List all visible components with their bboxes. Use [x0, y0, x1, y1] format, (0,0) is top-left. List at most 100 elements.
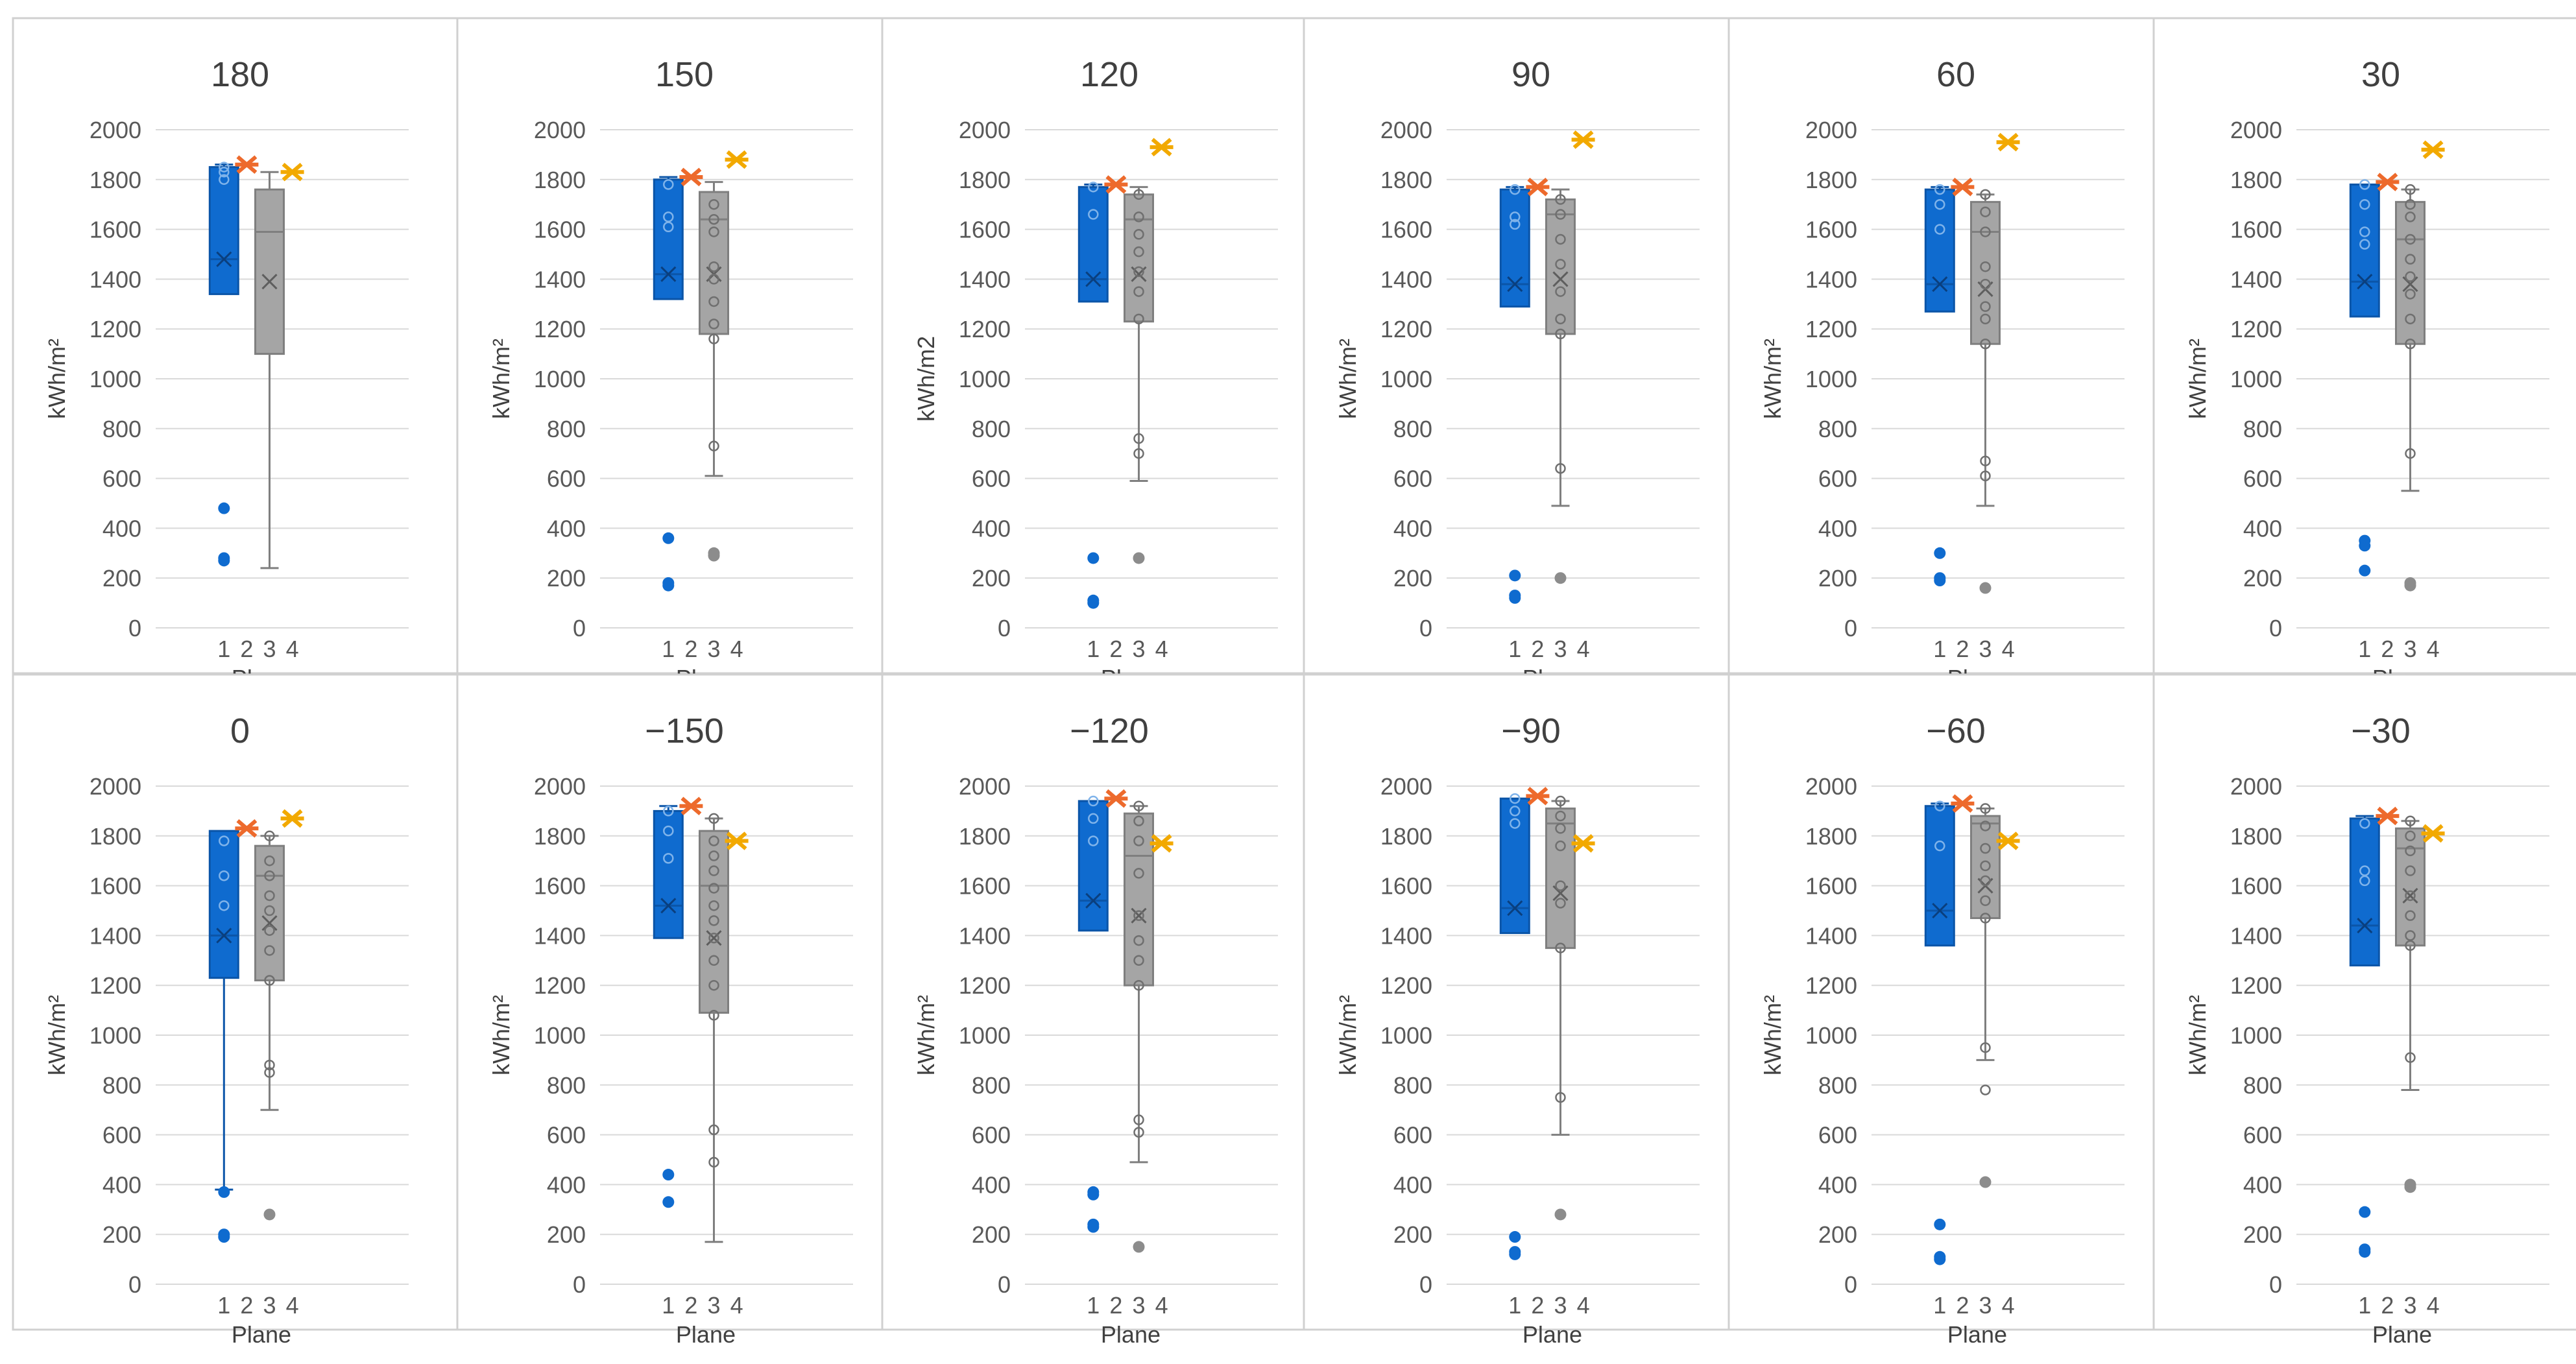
data-point-marker: [1133, 433, 1144, 444]
x-tick-label: 2: [1109, 1292, 1122, 1319]
data-point-marker: [1555, 233, 1566, 245]
box-body: [1970, 200, 2001, 345]
outlier-point: [2359, 1206, 2371, 1218]
star-plane-4: [1150, 138, 1174, 157]
star-stroke-d2: [1105, 175, 1127, 194]
data-point-marker: [708, 274, 719, 285]
x-tick-label: 1: [2358, 1292, 2371, 1319]
y-tick-label: 600: [2243, 466, 2282, 492]
y-tick-label: 2000: [2230, 773, 2282, 800]
data-point-marker: [264, 925, 275, 936]
data-point-marker: [1980, 206, 1991, 217]
outlier-point: [1934, 1218, 1946, 1230]
x-tick-label: 1: [1087, 636, 1100, 662]
box-plane-1: [2349, 815, 2380, 1258]
y-tick-label: 800: [972, 1072, 1011, 1099]
y-tick-label: 800: [1393, 1072, 1432, 1099]
data-point-marker: [1980, 278, 1991, 290]
y-tick-label: 400: [547, 1171, 586, 1198]
outlier-point: [708, 549, 720, 562]
data-point-marker: [1980, 803, 1991, 814]
panel-border: [1727, 673, 2155, 1331]
x-tick-label: 2: [1109, 636, 1122, 662]
mean-marker-b: [261, 274, 278, 290]
data-point-marker: [219, 174, 230, 185]
x-tick-label: 1: [1508, 1292, 1521, 1319]
data-point-marker: [708, 1124, 719, 1136]
data-point-marker: [264, 870, 275, 881]
y-tick-label: 0: [573, 1271, 586, 1298]
data-point-marker: [708, 261, 719, 272]
data-point-marker: [2405, 313, 2416, 325]
data-point-marker: [1980, 470, 1991, 482]
y-tick-label: 1800: [534, 167, 586, 193]
data-point-marker: [1555, 942, 1566, 953]
data-point-marker: [708, 440, 719, 451]
box-plane-1: [1077, 182, 1109, 609]
y-tick-label: 1000: [1805, 366, 1857, 392]
star-stroke-d2: [1952, 794, 1973, 813]
mean-marker-b: [1507, 900, 1523, 916]
x-tick-label: 3: [1554, 1292, 1567, 1319]
y-tick-label: 200: [547, 565, 586, 592]
data-point-marker: [663, 853, 674, 864]
x-tick-label: 3: [707, 1292, 720, 1319]
data-point-marker: [2405, 910, 2416, 921]
box-body: [653, 809, 684, 939]
data-point-marker: [1555, 286, 1566, 297]
outlier-point: [662, 579, 675, 592]
outlier-point: [218, 1186, 230, 1198]
data-point-marker: [2405, 830, 2416, 842]
data-point-marker: [1555, 840, 1566, 852]
y-tick-label: 600: [102, 466, 141, 492]
y-tick-label: 2000: [534, 773, 586, 800]
data-point-marker: [2405, 845, 2416, 857]
mean-marker-b: [216, 251, 232, 267]
data-point-marker: [2405, 198, 2416, 210]
y-tick-label: 400: [2243, 515, 2282, 542]
outlier-point: [1554, 572, 1567, 584]
y-tick-label: 1600: [90, 873, 141, 900]
star-plane-2: [1951, 794, 1975, 813]
y-tick-label: 1800: [90, 167, 141, 193]
outlier-point: [662, 532, 675, 544]
x-tick-label: 1: [217, 636, 230, 662]
y-tick-label: 200: [102, 1221, 141, 1248]
data-point-marker: [1555, 795, 1566, 807]
star-plane-2: [1104, 789, 1128, 808]
star-plane-4: [1996, 132, 2020, 152]
y-tick-label: 800: [1818, 416, 1857, 442]
mean-marker-b: [2402, 887, 2418, 904]
data-point-marker: [708, 932, 719, 944]
y-tick-label: 1400: [90, 266, 141, 293]
data-point-marker: [708, 226, 719, 237]
mean-marker-b: [1552, 885, 1569, 902]
x-tick-label: 2: [1956, 636, 1969, 662]
y-tick-label: 1000: [1805, 1022, 1857, 1049]
data-point-marker: [1088, 795, 1099, 807]
y-tick-label: 1800: [1805, 167, 1857, 193]
y-tick-label: 1600: [1380, 217, 1432, 243]
data-point-marker: [264, 1059, 275, 1071]
data-point-marker: [2359, 865, 2370, 876]
data-point-marker: [708, 955, 719, 966]
data-point-marker: [708, 1156, 719, 1168]
outlier-point: [263, 1208, 276, 1221]
y-tick-label: 1200: [1805, 316, 1857, 342]
star-plane-2: [2376, 173, 2400, 191]
y-tick-label: 1800: [959, 167, 1011, 193]
x-tick-label: 4: [1155, 1292, 1168, 1319]
y-tick-label: 400: [2243, 1171, 2282, 1198]
data-point-marker: [2405, 1052, 2416, 1063]
data-point-marker: [2359, 179, 2370, 190]
data-point-marker: [2405, 865, 2416, 876]
mean-marker-b: [1507, 276, 1523, 293]
x-tick-label: 2: [1956, 1292, 1969, 1319]
x-tick-label: 4: [286, 636, 299, 662]
chart-panel-1: 150 0 200 400 600 800 1000 1200 1400 1600 1800 2000…: [456, 17, 884, 691]
y-tick-label: 600: [1818, 1122, 1857, 1149]
star-plane-2: [679, 796, 703, 815]
panel-border: [1303, 17, 1730, 675]
box-plane-3: [1970, 803, 2001, 1188]
mean-marker-b: [1085, 892, 1101, 909]
